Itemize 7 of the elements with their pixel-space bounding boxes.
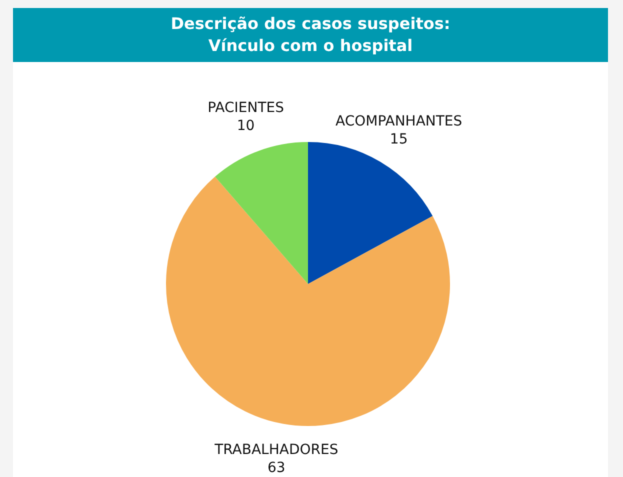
data-label: 15 [390,132,408,148]
slice-label: TRABALHADORES [214,442,338,458]
data-label: 63 [267,460,286,476]
chart-title: Descrição dos casos suspeitos: Vínculo com o hospital [13,8,608,62]
slice-label: ACOMPANHANTES [335,114,462,130]
slice-label: PACIENTES [208,100,284,116]
data-label: 10 [236,118,255,134]
